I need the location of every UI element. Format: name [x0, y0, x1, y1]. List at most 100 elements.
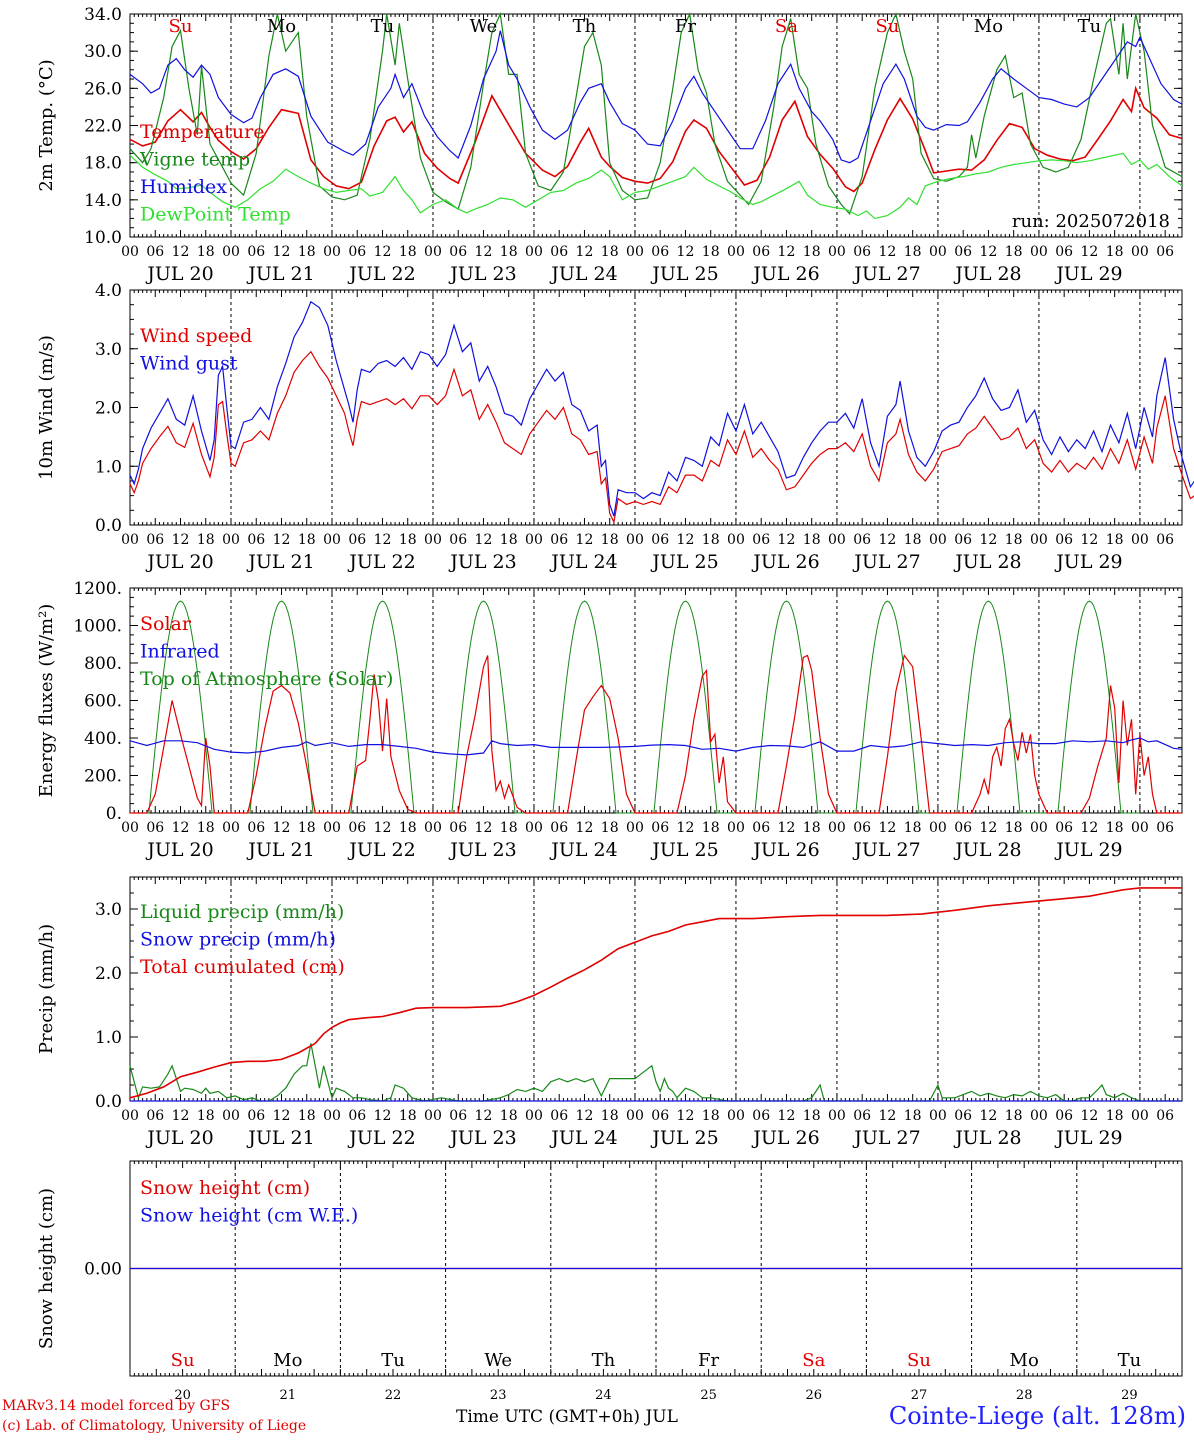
hour-tick-label: 06: [1055, 1108, 1073, 1124]
day-number-label: 21: [280, 1388, 297, 1403]
hour-tick-label: 00: [828, 244, 846, 260]
hour-tick-label: 00: [424, 820, 442, 836]
hour-tick-label: 18: [601, 1108, 619, 1124]
hour-tick-label: 06: [449, 1108, 467, 1124]
hour-tick-label: 00: [222, 532, 240, 548]
hour-tick-label: 18: [702, 820, 720, 836]
weekday-label: Su: [907, 1350, 931, 1371]
hour-tick-label: 18: [803, 532, 821, 548]
day-label: JUL 25: [650, 551, 718, 573]
hour-tick-label: 12: [778, 532, 796, 548]
hour-tick-label: 06: [449, 532, 467, 548]
hour-tick-label: 06: [954, 244, 972, 260]
day-label: JUL 27: [852, 551, 920, 573]
hour-tick-label: 18: [399, 820, 417, 836]
day-number-label: 28: [1016, 1388, 1033, 1403]
panel-snow: [129, 1160, 1183, 1377]
series-infrared: [129, 737, 1183, 756]
weekday-label: Th: [573, 16, 597, 37]
hour-tick-label: 18: [298, 532, 316, 548]
y-tick-label: 200.: [84, 767, 122, 787]
hour-tick-label: 06: [752, 532, 770, 548]
hour-tick-label: 18: [500, 532, 518, 548]
legend-entry: Humidex: [140, 176, 227, 198]
hour-tick-label: 06: [146, 244, 164, 260]
y-tick-label: 1.0: [95, 1028, 122, 1048]
hour-tick-label: 06: [853, 244, 871, 260]
hour-tick-label: 00: [323, 1108, 341, 1124]
day-label: JUL 28: [953, 263, 1021, 285]
y-tick-label: 26.0: [84, 79, 122, 99]
hour-tick-label: 00: [424, 244, 442, 260]
day-label: JUL 22: [347, 263, 415, 285]
day-label: JUL 22: [347, 551, 415, 573]
y-tick-label: 3.0: [95, 900, 122, 920]
y-axis-title: Precip (mm/h): [36, 924, 57, 1054]
hour-tick-label: 00: [1131, 244, 1149, 260]
hour-tick-label: 06: [348, 820, 366, 836]
day-label: JUL 28: [953, 839, 1021, 861]
run-label: run: 2025072018: [1012, 211, 1170, 232]
legend-entry: Liquid precip (mm/h): [140, 901, 344, 923]
day-label: JUL 22: [347, 1127, 415, 1149]
day-label: JUL 26: [751, 839, 819, 861]
hour-tick-label: 12: [576, 1108, 594, 1124]
series-solar: [130, 654, 1182, 814]
day-label: JUL 21: [246, 1127, 314, 1149]
hour-tick-label: 12: [677, 532, 695, 548]
hour-tick-label: 18: [197, 244, 215, 260]
y-tick-label: 0.00: [84, 1260, 122, 1280]
hour-tick-label: 12: [677, 1108, 695, 1124]
hour-tick-label: 12: [273, 532, 291, 548]
weekday-label: Sa: [775, 16, 798, 37]
weekday-label: Mo: [974, 16, 1003, 37]
hour-tick-label: 00: [323, 820, 341, 836]
y-tick-label: 22.0: [84, 117, 122, 137]
hour-tick-label: 12: [980, 1108, 998, 1124]
hour-tick-label: 00: [626, 532, 644, 548]
y-tick-label: 800.: [84, 654, 122, 674]
panel-frame: [129, 587, 1183, 814]
hour-tick-label: 12: [1081, 820, 1099, 836]
y-tick-label: 34.0: [84, 5, 122, 25]
day-number-label: 22: [385, 1388, 402, 1403]
hour-tick-label: 06: [348, 244, 366, 260]
hour-tick-label: 00: [222, 820, 240, 836]
hour-tick-label: 18: [298, 244, 316, 260]
hour-tick-label: 12: [374, 244, 392, 260]
hour-tick-label: 06: [954, 532, 972, 548]
hour-tick-label: 06: [1055, 532, 1073, 548]
y-tick-label: 1.0: [95, 457, 122, 477]
hour-tick-label: 06: [651, 244, 669, 260]
y-tick-label: 14.0: [84, 191, 122, 211]
hour-tick-label: 00: [222, 244, 240, 260]
day-label: JUL 23: [448, 1127, 516, 1149]
day-number-label: 24: [595, 1388, 612, 1403]
weekday-label: Sa: [802, 1350, 825, 1371]
hour-tick-label: 12: [576, 532, 594, 548]
hour-tick-label: 12: [879, 1108, 897, 1124]
day-label: JUL 28: [953, 551, 1021, 573]
y-axis-title: 10m Wind (m/s): [36, 335, 57, 480]
hour-tick-label: 12: [273, 820, 291, 836]
hour-tick-label: 00: [727, 1108, 745, 1124]
hour-tick-label: 18: [197, 532, 215, 548]
day-label: JUL 24: [549, 839, 617, 861]
hour-tick-label: 06: [146, 1108, 164, 1124]
hour-tick-label: 12: [172, 244, 190, 260]
hour-tick-label: 18: [1005, 532, 1023, 548]
hour-tick-label: 12: [374, 820, 392, 836]
day-label: JUL 23: [448, 839, 516, 861]
day-label: JUL 27: [852, 839, 920, 861]
hour-tick-label: 06: [954, 820, 972, 836]
legend-entry: Wind speed: [140, 325, 252, 347]
hour-tick-label: 00: [1030, 1108, 1048, 1124]
hour-tick-label: 12: [1081, 532, 1099, 548]
day-label: JUL 29: [1054, 1127, 1122, 1149]
hour-tick-label: 06: [853, 1108, 871, 1124]
hour-tick-label: 12: [778, 1108, 796, 1124]
weekday-label: Su: [169, 16, 193, 37]
y-tick-label: 2.0: [95, 399, 122, 419]
hour-tick-label: 06: [247, 1108, 265, 1124]
hour-tick-label: 00: [424, 1108, 442, 1124]
